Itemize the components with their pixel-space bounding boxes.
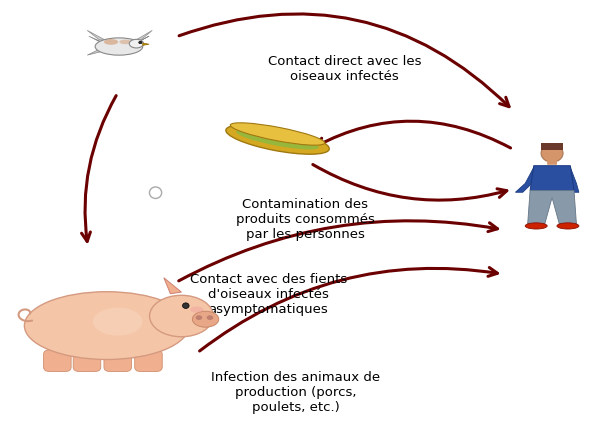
Ellipse shape: [182, 303, 189, 308]
Polygon shape: [530, 166, 574, 190]
FancyBboxPatch shape: [104, 350, 132, 372]
Ellipse shape: [24, 292, 189, 360]
Ellipse shape: [129, 39, 143, 48]
Polygon shape: [89, 36, 115, 48]
Ellipse shape: [207, 315, 214, 320]
Polygon shape: [565, 167, 579, 192]
FancyBboxPatch shape: [547, 154, 557, 165]
Ellipse shape: [557, 223, 579, 229]
FancyArrowPatch shape: [316, 121, 511, 148]
Ellipse shape: [236, 130, 319, 149]
Ellipse shape: [525, 223, 547, 229]
Ellipse shape: [120, 39, 131, 44]
Ellipse shape: [541, 144, 563, 162]
Ellipse shape: [196, 315, 203, 320]
Polygon shape: [528, 190, 576, 224]
Ellipse shape: [231, 123, 325, 145]
FancyArrowPatch shape: [199, 268, 497, 351]
Polygon shape: [127, 31, 152, 45]
Polygon shape: [127, 36, 149, 48]
FancyArrowPatch shape: [179, 14, 509, 107]
Polygon shape: [143, 43, 149, 45]
FancyArrowPatch shape: [179, 221, 498, 281]
Ellipse shape: [104, 39, 118, 45]
Ellipse shape: [93, 307, 143, 336]
Polygon shape: [515, 167, 539, 192]
Text: Contact avec des fients
d'oiseaux infectés
asymptomatiques: Contact avec des fients d'oiseaux infect…: [190, 273, 347, 316]
Text: Infection des animaux de
production (porcs,
poulets, etc.): Infection des animaux de production (por…: [211, 370, 381, 414]
FancyArrowPatch shape: [82, 96, 116, 241]
Polygon shape: [87, 31, 115, 45]
FancyBboxPatch shape: [43, 350, 71, 372]
Text: Contact direct avec les
oiseaux infectés: Contact direct avec les oiseaux infectés: [268, 54, 422, 83]
Ellipse shape: [190, 307, 203, 313]
Ellipse shape: [95, 38, 143, 55]
FancyBboxPatch shape: [73, 350, 101, 372]
Polygon shape: [541, 143, 563, 150]
Ellipse shape: [192, 311, 219, 327]
Ellipse shape: [149, 187, 162, 198]
Text: Contamination des
produits consommés
par les personnes: Contamination des produits consommés par…: [235, 198, 375, 241]
Ellipse shape: [149, 295, 213, 337]
FancyBboxPatch shape: [135, 350, 162, 372]
Polygon shape: [164, 278, 181, 294]
FancyArrowPatch shape: [313, 164, 507, 200]
Polygon shape: [87, 50, 111, 55]
Ellipse shape: [226, 125, 329, 154]
Ellipse shape: [139, 41, 142, 44]
